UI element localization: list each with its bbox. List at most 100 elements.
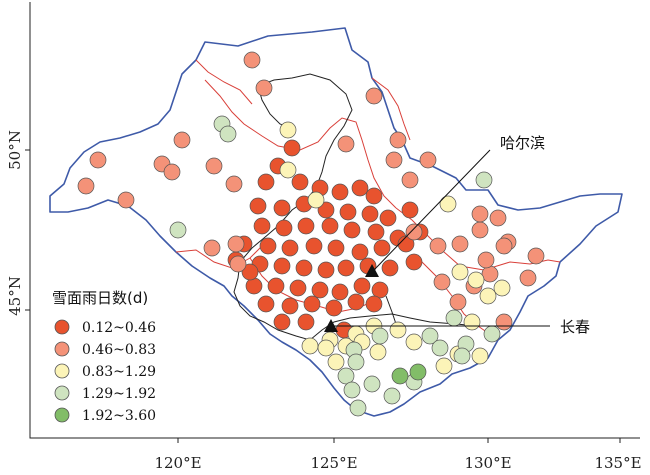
station-point: [401, 201, 419, 219]
station-point: [343, 221, 361, 239]
station-point: [451, 263, 469, 281]
station-point: [297, 313, 315, 331]
station-point: [349, 399, 367, 417]
station-point: [439, 195, 457, 213]
harbin-marker: 哈尔滨: [365, 134, 545, 277]
legend-label-5: 1.92~3.60: [82, 408, 156, 424]
changchun-triangle-icon: [324, 319, 338, 332]
station-point: [409, 363, 427, 381]
station-point: [389, 131, 407, 149]
legend-swatch-4: [54, 385, 70, 401]
station-point: [405, 333, 423, 351]
legend-label-2: 0.46~0.83: [82, 342, 156, 358]
changchun-label: 长春: [560, 318, 590, 336]
station-point: [275, 219, 293, 237]
station-point: [471, 221, 489, 239]
station-point: [307, 191, 325, 209]
station-point: [227, 235, 245, 253]
station-point: [475, 171, 493, 189]
station-point: [267, 277, 285, 295]
station-point: [429, 237, 447, 255]
y-axis-labels: 50°N 45°N: [6, 130, 24, 316]
station-point: [493, 279, 511, 297]
station-point: [453, 347, 471, 365]
station-point: [337, 135, 355, 153]
station-point: [379, 209, 397, 227]
legend-label-3: 0.83~1.29: [82, 364, 156, 380]
station-point: [249, 197, 267, 215]
x-tick-130: 130°E: [464, 454, 511, 472]
map-frame: [25, 2, 640, 443]
station-point: [471, 347, 489, 365]
station-point: [519, 269, 537, 287]
station-point: [495, 237, 513, 255]
station-point: [391, 367, 409, 385]
station-point: [449, 293, 467, 311]
station-points: [77, 51, 545, 417]
y-tick-45: 45°N: [6, 276, 24, 316]
x-tick-125: 125°E: [310, 454, 357, 472]
station-point: [397, 235, 415, 253]
station-point: [373, 239, 391, 257]
station-point: [291, 173, 309, 191]
harbin-leader-line: [373, 149, 491, 271]
station-point: [281, 239, 299, 257]
station-point: [483, 325, 501, 343]
legend-swatch-1: [54, 319, 70, 335]
station-point: [225, 175, 243, 193]
station-point: [369, 343, 387, 361]
station-point: [317, 201, 335, 219]
x-axis-labels: 120°E 125°E 130°E 135°E: [154, 454, 641, 472]
station-point: [255, 79, 273, 97]
station-point: [347, 353, 365, 371]
station-point: [317, 339, 335, 357]
station-point: [245, 277, 263, 295]
station-point: [173, 131, 191, 149]
station-point: [405, 223, 423, 241]
station-point: [467, 271, 485, 289]
station-point: [365, 187, 383, 205]
station-point: [421, 327, 439, 345]
station-point: [203, 239, 221, 257]
station-point: [337, 367, 355, 385]
station-point: [363, 375, 381, 393]
station-point: [419, 151, 437, 169]
legend-swatch-5: [54, 407, 70, 423]
station-point: [463, 313, 481, 331]
x-tick-120: 120°E: [154, 454, 201, 472]
station-point: [257, 295, 275, 313]
station-point: [317, 261, 335, 279]
legend: 雪面雨日数(d) 0.12~0.46 0.46~0.83 0.83~1.29 1.29…: [52, 289, 156, 424]
station-point: [241, 263, 259, 281]
station-point: [205, 157, 223, 175]
legend-title: 雪面雨日数(d): [52, 289, 148, 307]
harbin-triangle-icon: [365, 264, 379, 277]
legend-swatch-2: [54, 341, 70, 357]
legend-swatch-3: [54, 363, 70, 379]
station-point: [353, 277, 371, 295]
station-point: [351, 243, 369, 261]
station-point: [219, 125, 237, 143]
station-point: [311, 281, 329, 299]
station-point: [339, 203, 357, 221]
station-point: [169, 221, 187, 239]
station-point: [77, 177, 95, 195]
station-point: [389, 321, 407, 339]
station-point: [471, 205, 489, 223]
station-point: [305, 237, 323, 255]
station-point: [259, 237, 277, 255]
station-point: [365, 87, 383, 105]
station-point: [331, 283, 349, 301]
station-point: [371, 281, 389, 299]
x-tick-135: 135°E: [594, 454, 641, 472]
station-point: [283, 139, 301, 157]
harbin-label: 哈尔滨: [500, 134, 545, 152]
station-point: [383, 387, 401, 405]
station-point: [327, 239, 345, 257]
station-point: [325, 299, 343, 317]
legend-label-4: 1.29~1.92: [82, 386, 156, 402]
station-point: [435, 357, 453, 375]
station-point: [361, 205, 379, 223]
station-point: [367, 223, 385, 241]
